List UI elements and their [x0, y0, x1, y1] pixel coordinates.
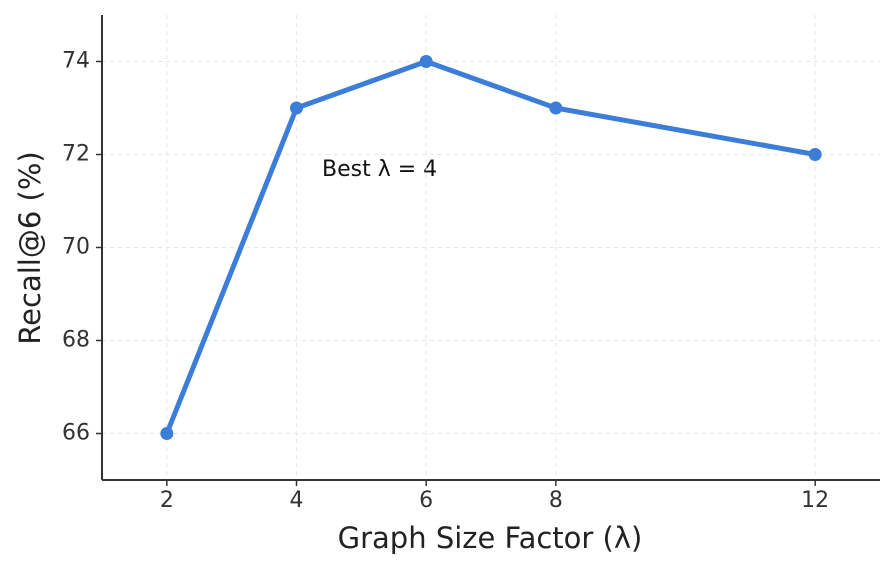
x-tick-label: 6	[419, 488, 433, 513]
x-tick-label: 2	[160, 488, 174, 513]
y-axis-label: Recall@6 (%)	[13, 151, 47, 344]
x-tick-label: 8	[549, 488, 563, 513]
annotation: Best λ = 4	[322, 157, 437, 182]
y-tick-label: 74	[62, 49, 90, 74]
x-tick-label: 12	[801, 488, 829, 513]
x-axis-label: Graph Size Factor (λ)	[338, 521, 643, 555]
y-tick-label: 70	[62, 235, 90, 260]
point	[549, 101, 563, 115]
point	[808, 148, 822, 161]
x-tick-label: 4	[290, 488, 304, 513]
point	[419, 55, 433, 68]
y-tick-label: 66	[62, 421, 90, 446]
point	[160, 427, 174, 440]
point	[290, 101, 303, 115]
y-tick-label: 68	[62, 328, 90, 353]
y-tick-label: 72	[62, 142, 90, 167]
